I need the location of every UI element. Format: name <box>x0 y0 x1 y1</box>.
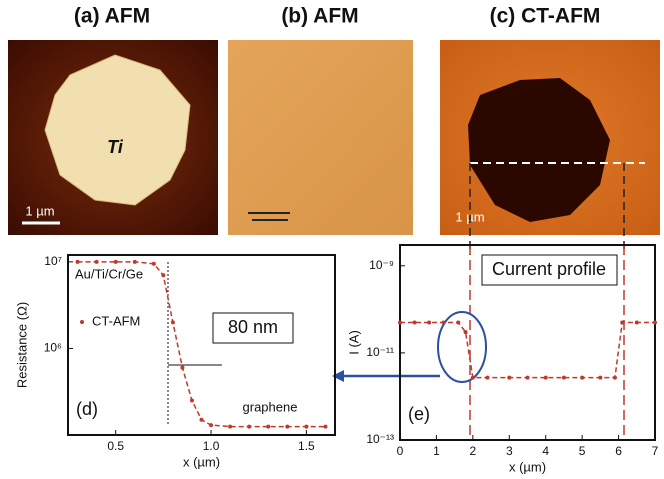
y-axis-label: I (A) <box>346 330 361 355</box>
legend-marker <box>80 320 84 324</box>
annotation: graphene <box>243 399 298 414</box>
y-tick-label: 10⁷ <box>44 254 62 268</box>
scale-label: 80 nm <box>228 317 278 337</box>
y-axis-label: Resistance (Ω) <box>14 302 29 388</box>
x-tick-label: 6 <box>615 444 622 458</box>
panel-title: (c) CT-AFM <box>490 5 601 28</box>
x-tick-label: 5 <box>579 444 586 458</box>
flake-label: Ti <box>107 137 124 157</box>
y-tick-label: 10⁻⁹ <box>369 258 394 272</box>
y-tick-label: 10⁻¹¹ <box>366 345 394 359</box>
panel-title: (b) AFM <box>281 5 358 28</box>
annotation: Au/Ti/Cr/Ge <box>75 266 143 281</box>
data-point <box>413 320 417 324</box>
x-tick-label: 3 <box>506 444 513 458</box>
figure: (a) AFM (b) AFM (c) CT-AFM Ti 1 µm 1 µm … <box>0 0 664 479</box>
panel-label: (e) <box>408 404 430 424</box>
x-tick-label: 4 <box>542 444 549 458</box>
panel-title: (a) AFM <box>74 5 150 28</box>
x-axis-label: x (µm) <box>183 454 220 469</box>
afm-image <box>228 40 413 235</box>
x-tick-label: 1 <box>433 444 440 458</box>
x-tick-label: 1.5 <box>298 439 315 453</box>
annotation: Current profile <box>492 259 606 279</box>
y-tick-label: 10⁶ <box>44 341 62 355</box>
x-tick-label: 7 <box>652 444 659 458</box>
x-tick-label: 1.0 <box>203 439 220 453</box>
x-tick-label: 0.5 <box>107 439 124 453</box>
x-tick-label: 0 <box>397 444 404 458</box>
arrow-head <box>332 370 344 382</box>
x-axis-label: x (µm) <box>509 459 546 474</box>
legend-label: CT-AFM <box>92 313 140 328</box>
scale-label: 1 µm <box>25 203 54 218</box>
y-tick-label: 10⁻¹³ <box>366 432 394 446</box>
data-point <box>323 425 327 429</box>
x-tick-label: 2 <box>470 444 477 458</box>
panel-label: (d) <box>76 399 98 419</box>
